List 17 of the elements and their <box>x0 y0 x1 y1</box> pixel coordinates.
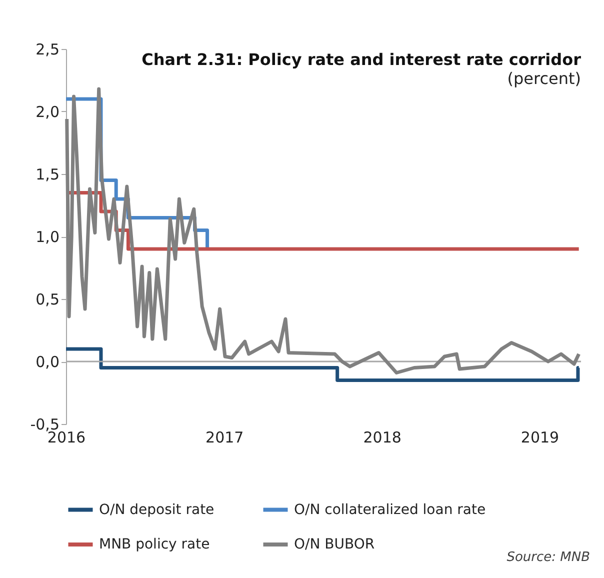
legend-label: O/N deposit rate <box>99 502 214 518</box>
chart-title: Chart 2.31: Policy rate and interest rate corridor <box>142 50 582 69</box>
x-tick-label: 2018 <box>363 428 402 446</box>
y-tick-label: 1,0 <box>36 228 60 246</box>
legend-label: O/N BUBOR <box>294 536 375 552</box>
y-tick-label: 2,0 <box>36 103 60 121</box>
legend-label: O/N collateralized loan rate <box>294 502 486 518</box>
legend-label: MNB policy rate <box>99 536 210 552</box>
y-tick-label: 1,5 <box>36 166 60 184</box>
source-note: Source: MNB <box>506 550 590 565</box>
y-tick-label: 0,5 <box>36 290 60 308</box>
line-series <box>65 87 581 374</box>
x-tick-label: 2019 <box>520 428 560 446</box>
y-tick-label: 2,5 <box>36 40 60 58</box>
text: (percent) <box>507 69 581 88</box>
y-tick-label: 0,0 <box>36 353 60 371</box>
x-tick-label: 2017 <box>206 428 244 446</box>
